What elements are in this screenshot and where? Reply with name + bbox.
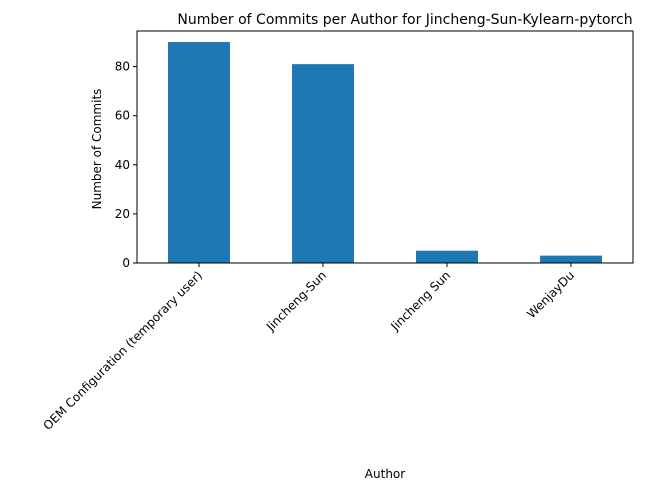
y-axis-label: Number of Commits [90, 89, 104, 210]
x-tick-label: WenjayDu [524, 268, 577, 321]
bar-2 [292, 64, 354, 263]
y-tick-label: 0 [122, 256, 130, 270]
bar-4 [540, 255, 602, 263]
y-tick-label: 80 [115, 60, 130, 74]
axes-frame [136, 30, 634, 264]
bar-3 [416, 250, 478, 263]
y-tick-label: 60 [115, 109, 130, 123]
chart-title: Number of Commits per Author for Jinchen… [177, 12, 632, 28]
x-tick-label: Jincheng-Sun [263, 268, 329, 334]
x-tick-label: Jincheng Sun [387, 268, 453, 334]
x-axis-label: Author [365, 467, 405, 481]
bar-1 [168, 42, 230, 263]
y-tick-label: 40 [115, 158, 130, 172]
y-tick-label: 20 [115, 207, 130, 221]
plot-area: 0 20 40 60 80 OEM Configuration (temporary us… [40, 30, 634, 433]
x-tick-label: OEM Configuration (temporary user) [40, 268, 205, 433]
